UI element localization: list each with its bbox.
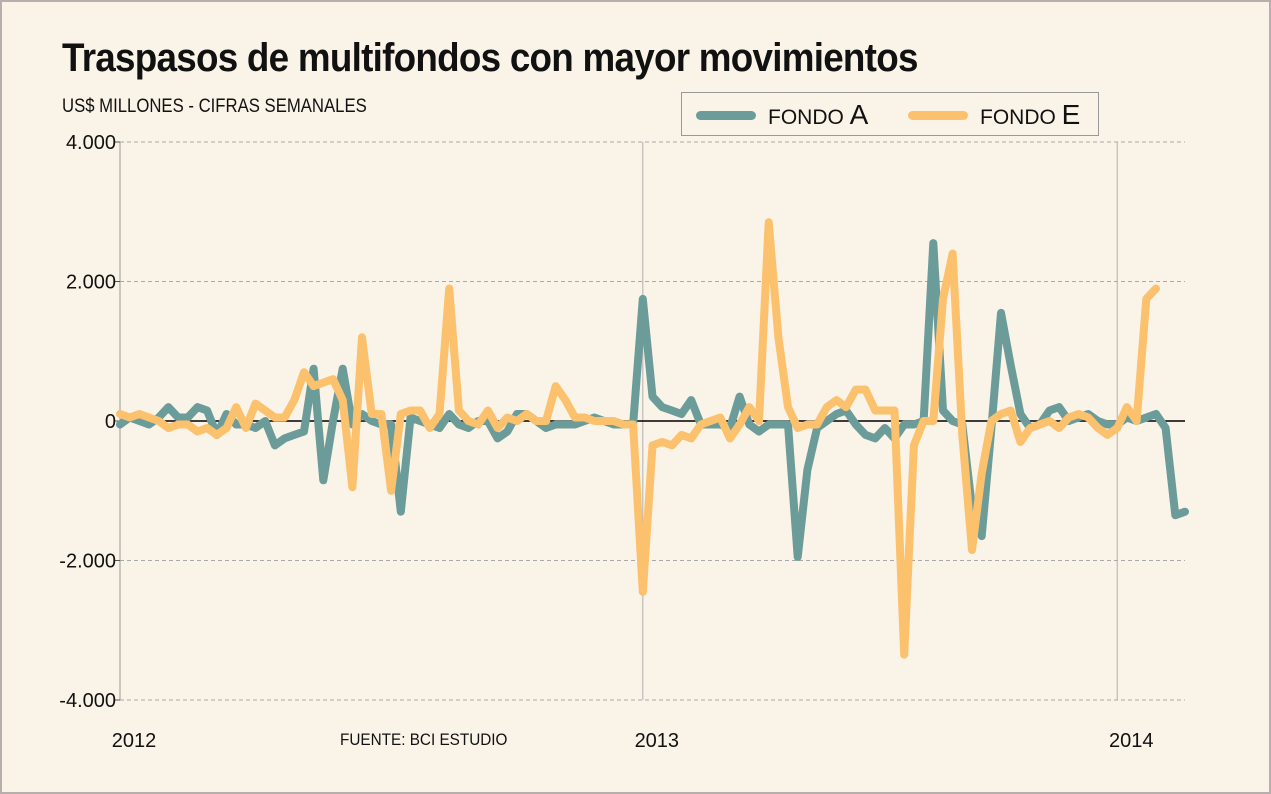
legend-letter-fondo-e: E <box>1061 99 1081 130</box>
series-line-fondo-e <box>116 218 1160 659</box>
x-tick-label: 2012 <box>112 730 157 752</box>
tick-labels: 4.000 2.000 0 -2.000 -4.000 2012 2013 2014 <box>59 132 1153 752</box>
legend-label-fondo-a: FONDO A <box>768 99 868 131</box>
legend: FONDO A FONDO E <box>681 92 1099 136</box>
x-tick-label: 2014 <box>1109 730 1154 752</box>
chart-title: Traspasos de multifondos con mayor movim… <box>62 36 918 80</box>
y-tick-label: 4.000 <box>66 132 116 154</box>
series-layer <box>116 218 1189 659</box>
series-line-fondo-a <box>116 239 1189 561</box>
y-tick-label: 0 <box>105 411 116 433</box>
legend-prefix-fondo-e: FONDO <box>980 106 1062 129</box>
legend-prefix-fondo-a: FONDO <box>768 106 850 129</box>
x-tick-label: 2013 <box>635 730 680 752</box>
source-note: FUENTE: BCI ESTUDIO <box>340 730 508 749</box>
legend-swatch-fondo-a <box>696 110 756 120</box>
legend-label-fondo-e: FONDO E <box>980 99 1080 131</box>
y-tick-label: -4.000 <box>59 690 116 712</box>
y-tick-label: 2.000 <box>66 272 116 294</box>
legend-item-fondo-e: FONDO E <box>908 93 1080 137</box>
legend-item-fondo-a: FONDO A <box>696 93 868 137</box>
y-tick-label: -2.000 <box>59 551 116 573</box>
legend-swatch-fondo-e <box>908 110 968 120</box>
chart-subtitle: US$ MILLONES - CIFRAS SEMANALES <box>62 96 367 117</box>
legend-letter-fondo-a: A <box>849 99 869 130</box>
